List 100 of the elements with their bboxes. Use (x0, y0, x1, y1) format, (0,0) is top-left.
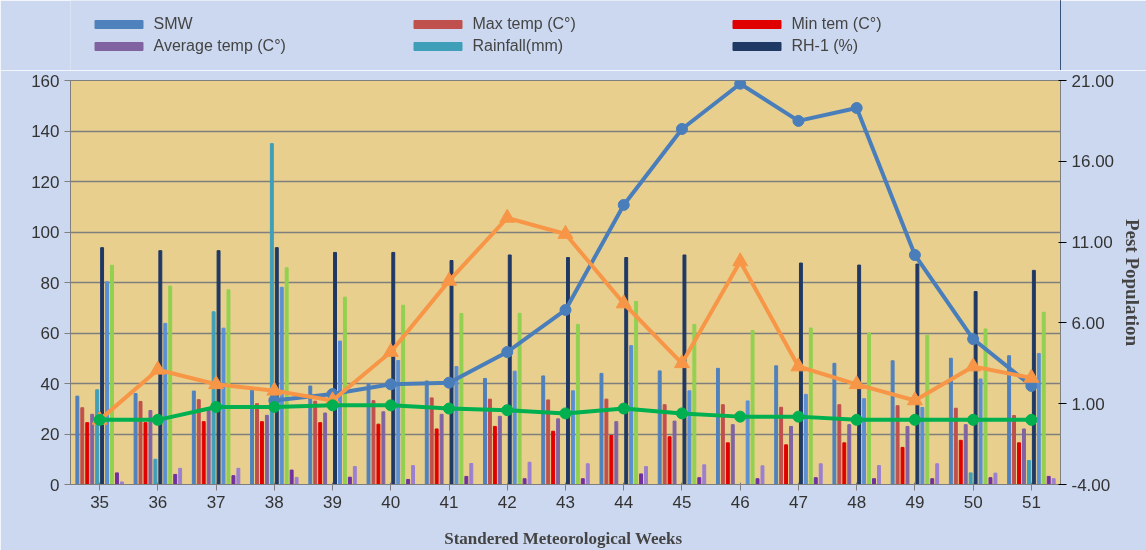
bar (196, 399, 201, 485)
bar (551, 430, 556, 485)
bar (1036, 352, 1041, 485)
bar (376, 423, 381, 485)
bar (313, 400, 318, 485)
bar (406, 478, 411, 485)
bar (250, 388, 254, 485)
bar (983, 328, 988, 485)
bar (522, 478, 527, 485)
bar (119, 481, 124, 485)
point (441, 271, 458, 286)
x-tick-label: 39 (323, 492, 343, 512)
bar (352, 466, 357, 485)
bar (803, 393, 808, 485)
bar (725, 442, 730, 485)
bar (333, 251, 337, 485)
x-tick-label: 41 (439, 492, 459, 512)
bar (163, 322, 168, 485)
bar (958, 439, 963, 485)
bar (259, 421, 264, 485)
bar (90, 413, 95, 485)
bar (963, 424, 968, 485)
point (266, 381, 283, 396)
bar (580, 478, 585, 485)
point (675, 122, 688, 135)
y-tick-label: 100 (31, 223, 60, 242)
bar (774, 365, 779, 485)
bar (813, 477, 818, 485)
y2-tick-label: 6.00 (1071, 313, 1105, 333)
bar (948, 357, 953, 485)
bar (264, 414, 269, 485)
bar (206, 408, 211, 485)
point (792, 114, 805, 127)
bar (201, 421, 206, 485)
point (965, 357, 982, 372)
point (382, 342, 399, 357)
bar (599, 372, 604, 485)
bar (396, 360, 401, 485)
x-tick-label: 43 (556, 492, 575, 512)
bar (818, 463, 823, 485)
bar (697, 477, 702, 485)
bar (585, 463, 590, 485)
bar (715, 367, 720, 485)
bar (953, 407, 958, 485)
bar (900, 446, 905, 485)
bar (687, 390, 692, 485)
point (151, 413, 164, 426)
y2-tick-label: 1.00 (1071, 394, 1105, 414)
y-tick-label: 20 (40, 425, 60, 444)
point (908, 249, 921, 262)
x-tick-label: 38 (264, 492, 284, 512)
bar (411, 465, 416, 485)
point (559, 407, 572, 420)
bar (512, 370, 517, 485)
bar (624, 257, 629, 485)
bar (110, 264, 114, 485)
bar (1051, 478, 1056, 485)
point (792, 410, 805, 423)
bar (454, 366, 459, 485)
bar (483, 377, 487, 485)
bar (867, 332, 872, 485)
bar (644, 466, 648, 485)
bar (236, 467, 241, 485)
x-tick-label: 42 (497, 492, 517, 512)
bar (760, 465, 765, 485)
y2-tick-label: -4.00 (1071, 475, 1111, 495)
bar (439, 413, 444, 485)
bar (143, 422, 148, 485)
x-tick-label: 51 (1021, 492, 1041, 512)
point (848, 375, 865, 390)
x-tick-label: 35 (90, 492, 110, 512)
bar (168, 285, 173, 485)
point (675, 407, 688, 420)
bar (464, 475, 469, 485)
point (850, 101, 863, 114)
point (967, 413, 980, 426)
y-tick-label: 160 (31, 71, 60, 91)
bar (672, 420, 677, 485)
bar (556, 418, 561, 485)
bar (702, 464, 707, 485)
bar (226, 289, 231, 485)
bar (294, 476, 299, 485)
point (1025, 413, 1038, 426)
bar (429, 397, 434, 485)
x-axis-title: Standered Meteorological Weeks (444, 528, 683, 548)
bar (148, 410, 153, 485)
point (557, 224, 574, 239)
bar (469, 463, 474, 485)
bar (138, 400, 143, 485)
bar (877, 465, 881, 485)
x-tick-label: 40 (381, 492, 401, 512)
bar (255, 403, 259, 485)
point (210, 400, 223, 413)
bar (988, 477, 993, 485)
bar (905, 425, 910, 485)
y2-axis-title: Pest Population (1122, 218, 1144, 347)
bar (492, 425, 497, 485)
bar (570, 390, 575, 485)
bar (639, 473, 644, 485)
bar (517, 312, 522, 485)
